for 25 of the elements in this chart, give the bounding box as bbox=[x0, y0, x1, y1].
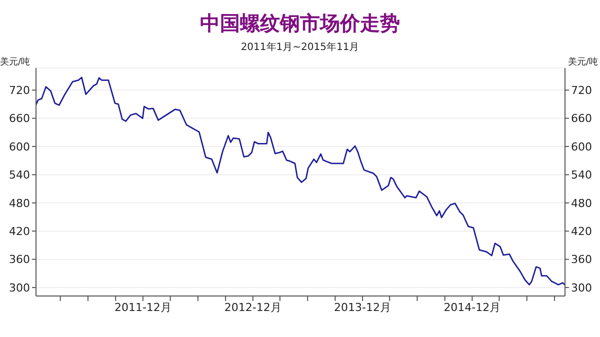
y-tick-label: 420 bbox=[9, 225, 30, 238]
y-tick-label: 300 bbox=[9, 281, 30, 294]
y2-tick-label: 300 bbox=[571, 281, 592, 294]
y-tick-label: 660 bbox=[9, 112, 30, 126]
y2-axis-title: 美元/吨 bbox=[568, 56, 598, 68]
y-tick-label: 360 bbox=[9, 253, 30, 266]
y2-tick-label: 420 bbox=[571, 225, 592, 238]
y2-tick-label: 720 bbox=[571, 84, 592, 97]
y2-tick-label: 660 bbox=[571, 112, 592, 126]
y-tick-label: 600 bbox=[9, 140, 30, 154]
y-tick-label: 720 bbox=[9, 84, 30, 97]
y-tick-label: 540 bbox=[9, 168, 30, 182]
line-series bbox=[36, 76, 565, 286]
y2-tick-label: 360 bbox=[571, 253, 592, 266]
y2-tick-label: 540 bbox=[571, 168, 592, 182]
y2-tick-label: 600 bbox=[571, 140, 592, 154]
y2-tick-label: 480 bbox=[571, 196, 592, 210]
x-tick-label: 2014-12月 bbox=[444, 300, 501, 314]
y-axis-title: 美元/吨 bbox=[0, 56, 30, 68]
x-tick-label: 2011-12月 bbox=[114, 300, 172, 314]
chart-title: 中国螺纹钢市场价走势 bbox=[199, 10, 401, 37]
chart-subtitle: 2011年1月~2015年11月 bbox=[240, 41, 360, 54]
x-tick-label: 2013-12月 bbox=[334, 300, 392, 314]
y-tick-label: 480 bbox=[9, 196, 30, 210]
x-tick-label: 2012-12月 bbox=[224, 300, 282, 314]
